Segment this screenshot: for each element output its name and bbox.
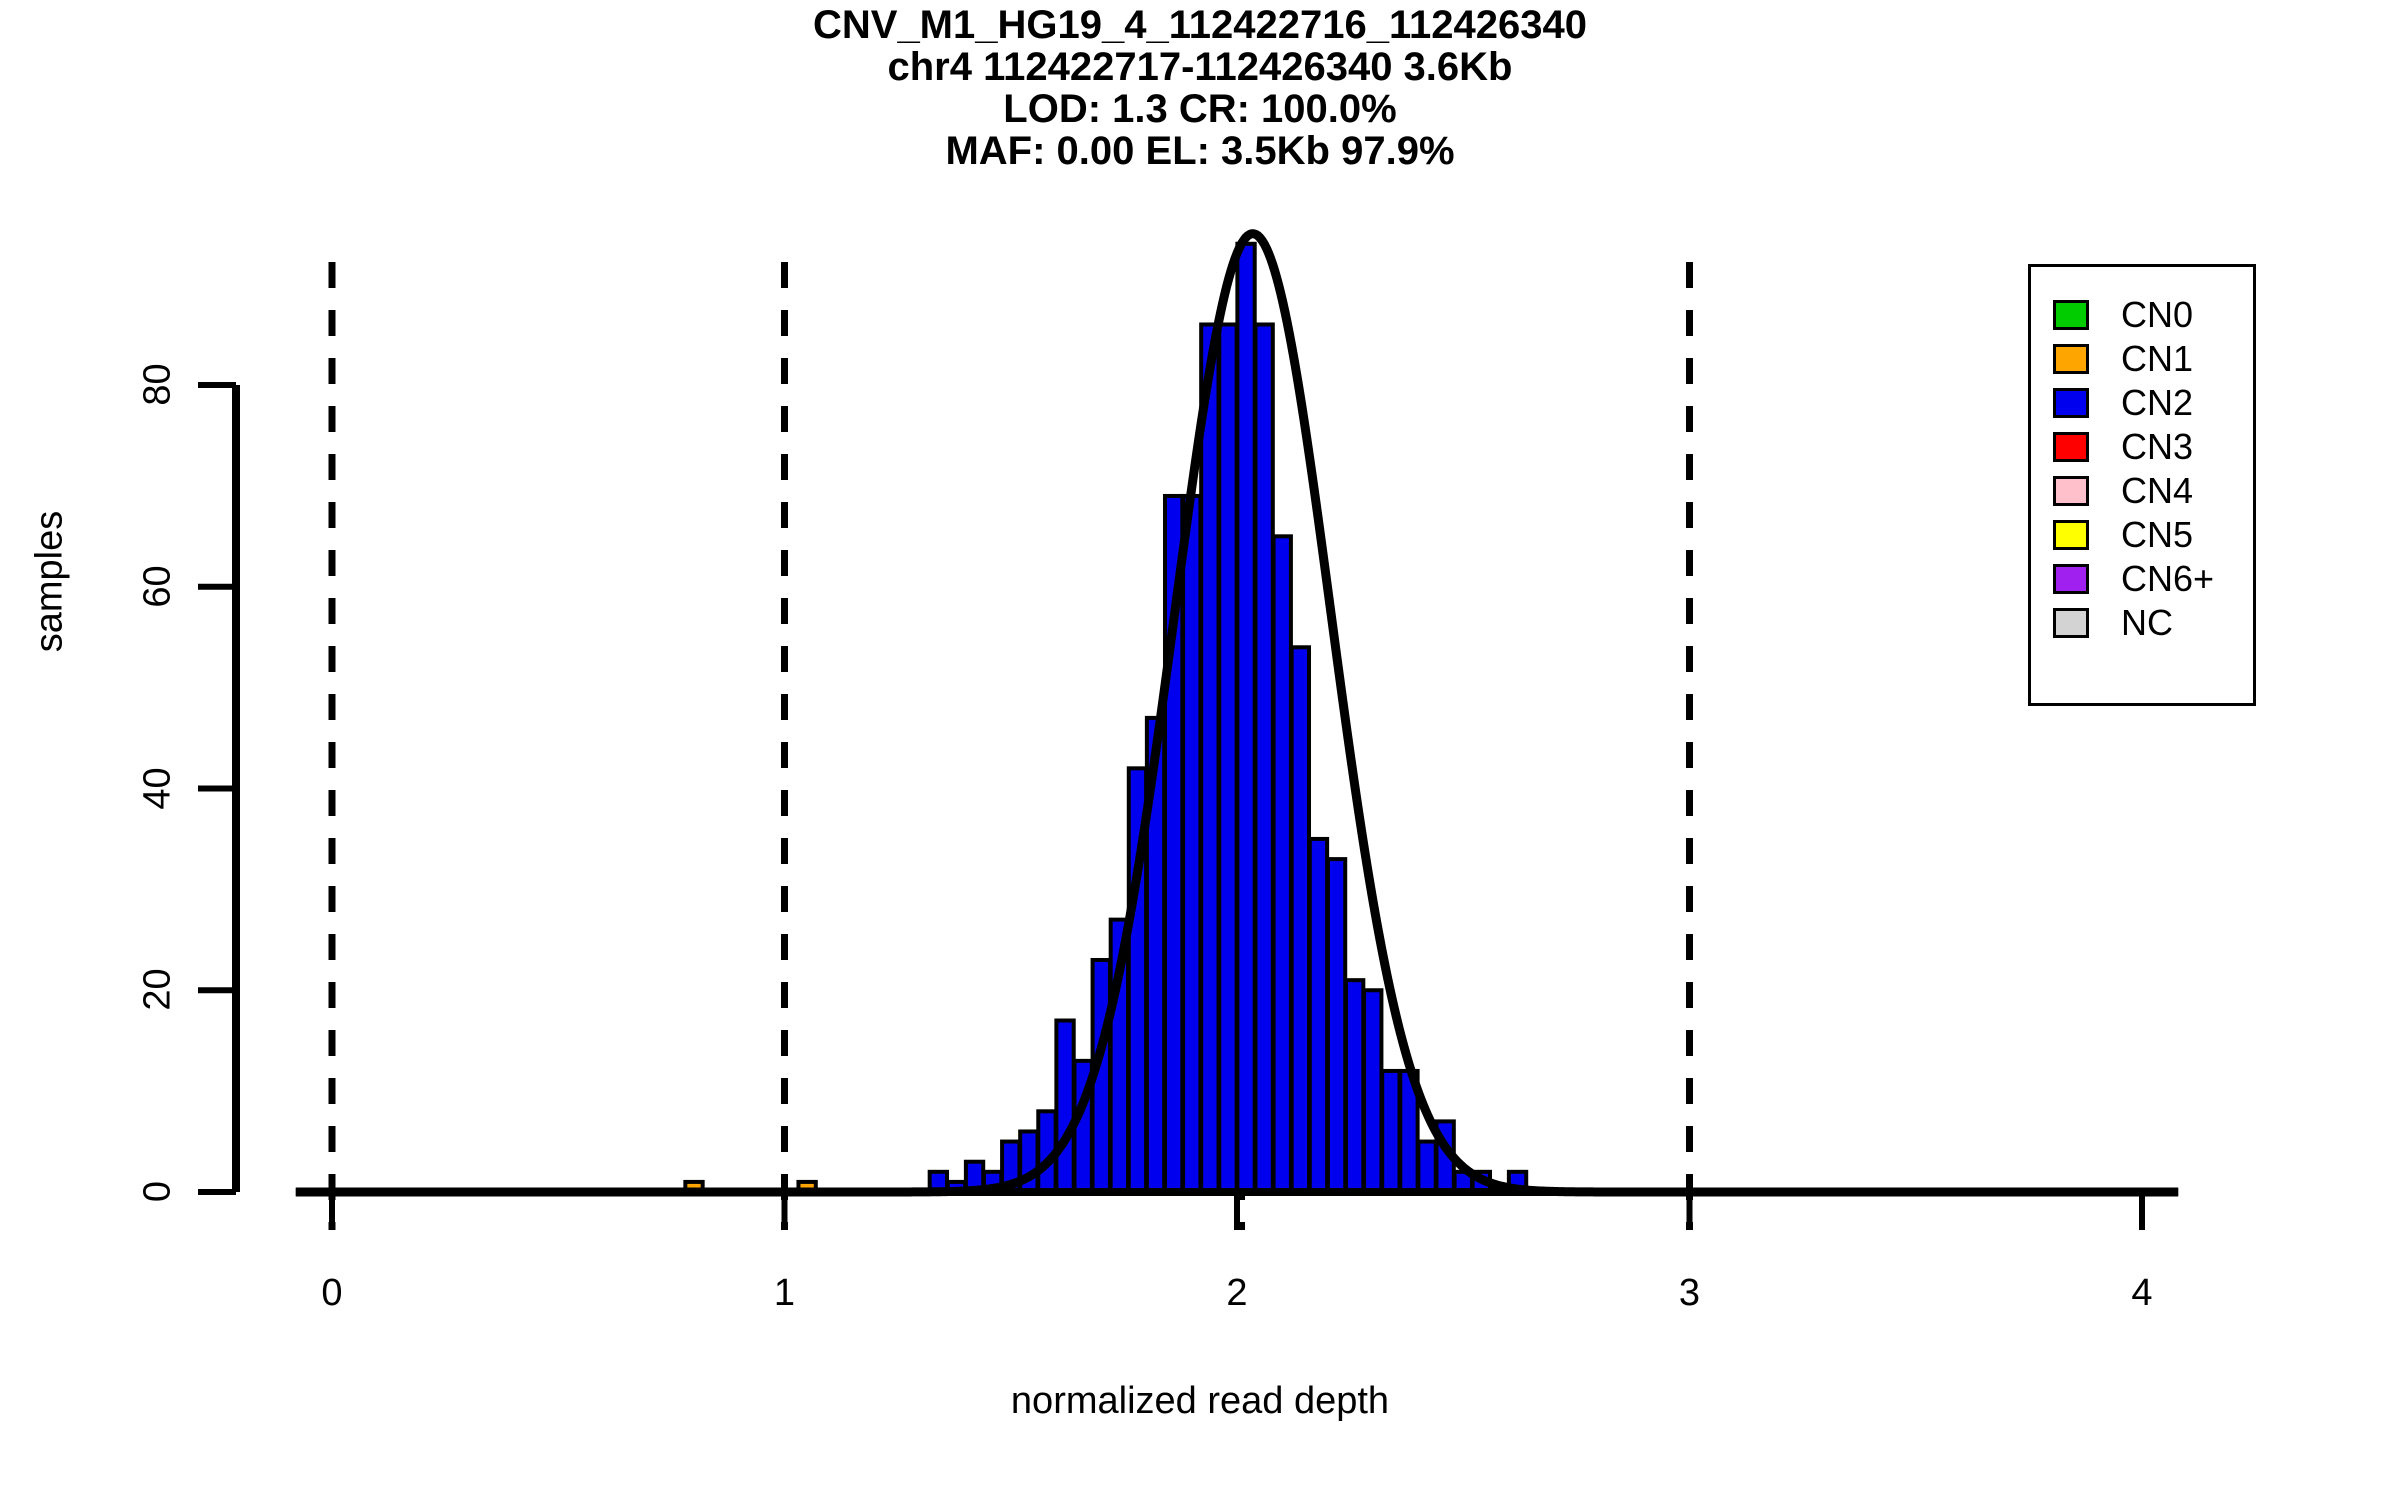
- legend-swatch-icon: [2053, 564, 2089, 594]
- legend-item-cn1[interactable]: CN1: [2031, 337, 2253, 381]
- histogram-bar: [1343, 978, 1366, 1194]
- legend-label: NC: [2121, 602, 2173, 643]
- legend: CN0 CN1 CN2 CN3 CN4 CN5 CN6+ NC: [2028, 264, 2256, 706]
- legend-label: CN3: [2121, 426, 2194, 467]
- title-line-2: chr4 112422717-112426340 3.6Kb: [887, 45, 1513, 89]
- histogram-bar: [1217, 322, 1239, 1195]
- x-tick-label: 2: [1226, 1272, 1248, 1314]
- legend-swatch-icon: [2053, 432, 2089, 462]
- legend-item-nc[interactable]: NC: [2031, 601, 2253, 645]
- y-tick-label: 80: [136, 363, 179, 406]
- legend-swatch-icon: [2053, 608, 2089, 638]
- legend-item-cn2[interactable]: CN2: [2031, 381, 2253, 425]
- histogram-bar: [1325, 857, 1348, 1194]
- histogram-bar: [1181, 493, 1203, 1194]
- legend-item-cn4[interactable]: CN4: [2031, 469, 2253, 513]
- x-tick-label: 1: [773, 1272, 796, 1314]
- legend-swatch-icon: [2053, 300, 2089, 330]
- x-tick-label: 3: [1678, 1272, 1701, 1314]
- histogram-bar: [1307, 836, 1330, 1194]
- legend-item-cn6plus[interactable]: CN6+: [2031, 557, 2253, 601]
- chart-title: CNV_M1_HG19_4_112422716_112426340 chr4 1…: [0, 4, 2400, 172]
- title-line-4: MAF: 0.00 EL: 3.5Kb 97.9%: [945, 129, 1455, 173]
- legend-swatch-icon: [2053, 476, 2089, 506]
- legend-label: CN1: [2121, 338, 2194, 379]
- legend-label: CN4: [2121, 470, 2194, 511]
- histogram-bar: [1271, 534, 1293, 1194]
- legend-swatch-icon: [2053, 388, 2089, 418]
- legend-label: CN6+: [2121, 558, 2215, 599]
- x-tick-label: 0: [321, 1272, 343, 1314]
- legend-item-cn5[interactable]: CN5: [2031, 513, 2253, 557]
- title-line-1: CNV_M1_HG19_4_112422716_112426340: [812, 3, 1587, 47]
- legend-item-cn0[interactable]: CN0: [2031, 293, 2253, 337]
- histogram-bar: [1199, 322, 1221, 1195]
- legend-item-cn3[interactable]: CN3: [2031, 425, 2253, 469]
- x-axis-label: normalized read depth: [1010, 1380, 1390, 1422]
- histogram-bar: [1253, 322, 1275, 1195]
- legend-label: CN2: [2121, 382, 2194, 423]
- histogram-bar: [1054, 1018, 1076, 1195]
- title-line-3: LOD: 1.3 CR: 100.0%: [1003, 87, 1397, 131]
- x-tick-label: 4: [2131, 1272, 2153, 1314]
- histogram-bar: [1380, 1068, 1402, 1194]
- legend-swatch-icon: [2053, 520, 2089, 550]
- histogram-bar: [1416, 1139, 1438, 1194]
- y-tick-label: 20: [136, 968, 179, 1011]
- histogram-bar: [1235, 241, 1257, 1194]
- histogram-bar: [1289, 645, 1312, 1194]
- histogram-bar: [1362, 988, 1384, 1194]
- y-tick-label: 40: [136, 766, 179, 810]
- legend-label: CN0: [2121, 294, 2194, 335]
- y-tick-label: 60: [136, 565, 179, 608]
- legend-label: CN5: [2121, 514, 2194, 555]
- legend-swatch-icon: [2053, 344, 2089, 374]
- y-tick-label: 0: [136, 1180, 179, 1203]
